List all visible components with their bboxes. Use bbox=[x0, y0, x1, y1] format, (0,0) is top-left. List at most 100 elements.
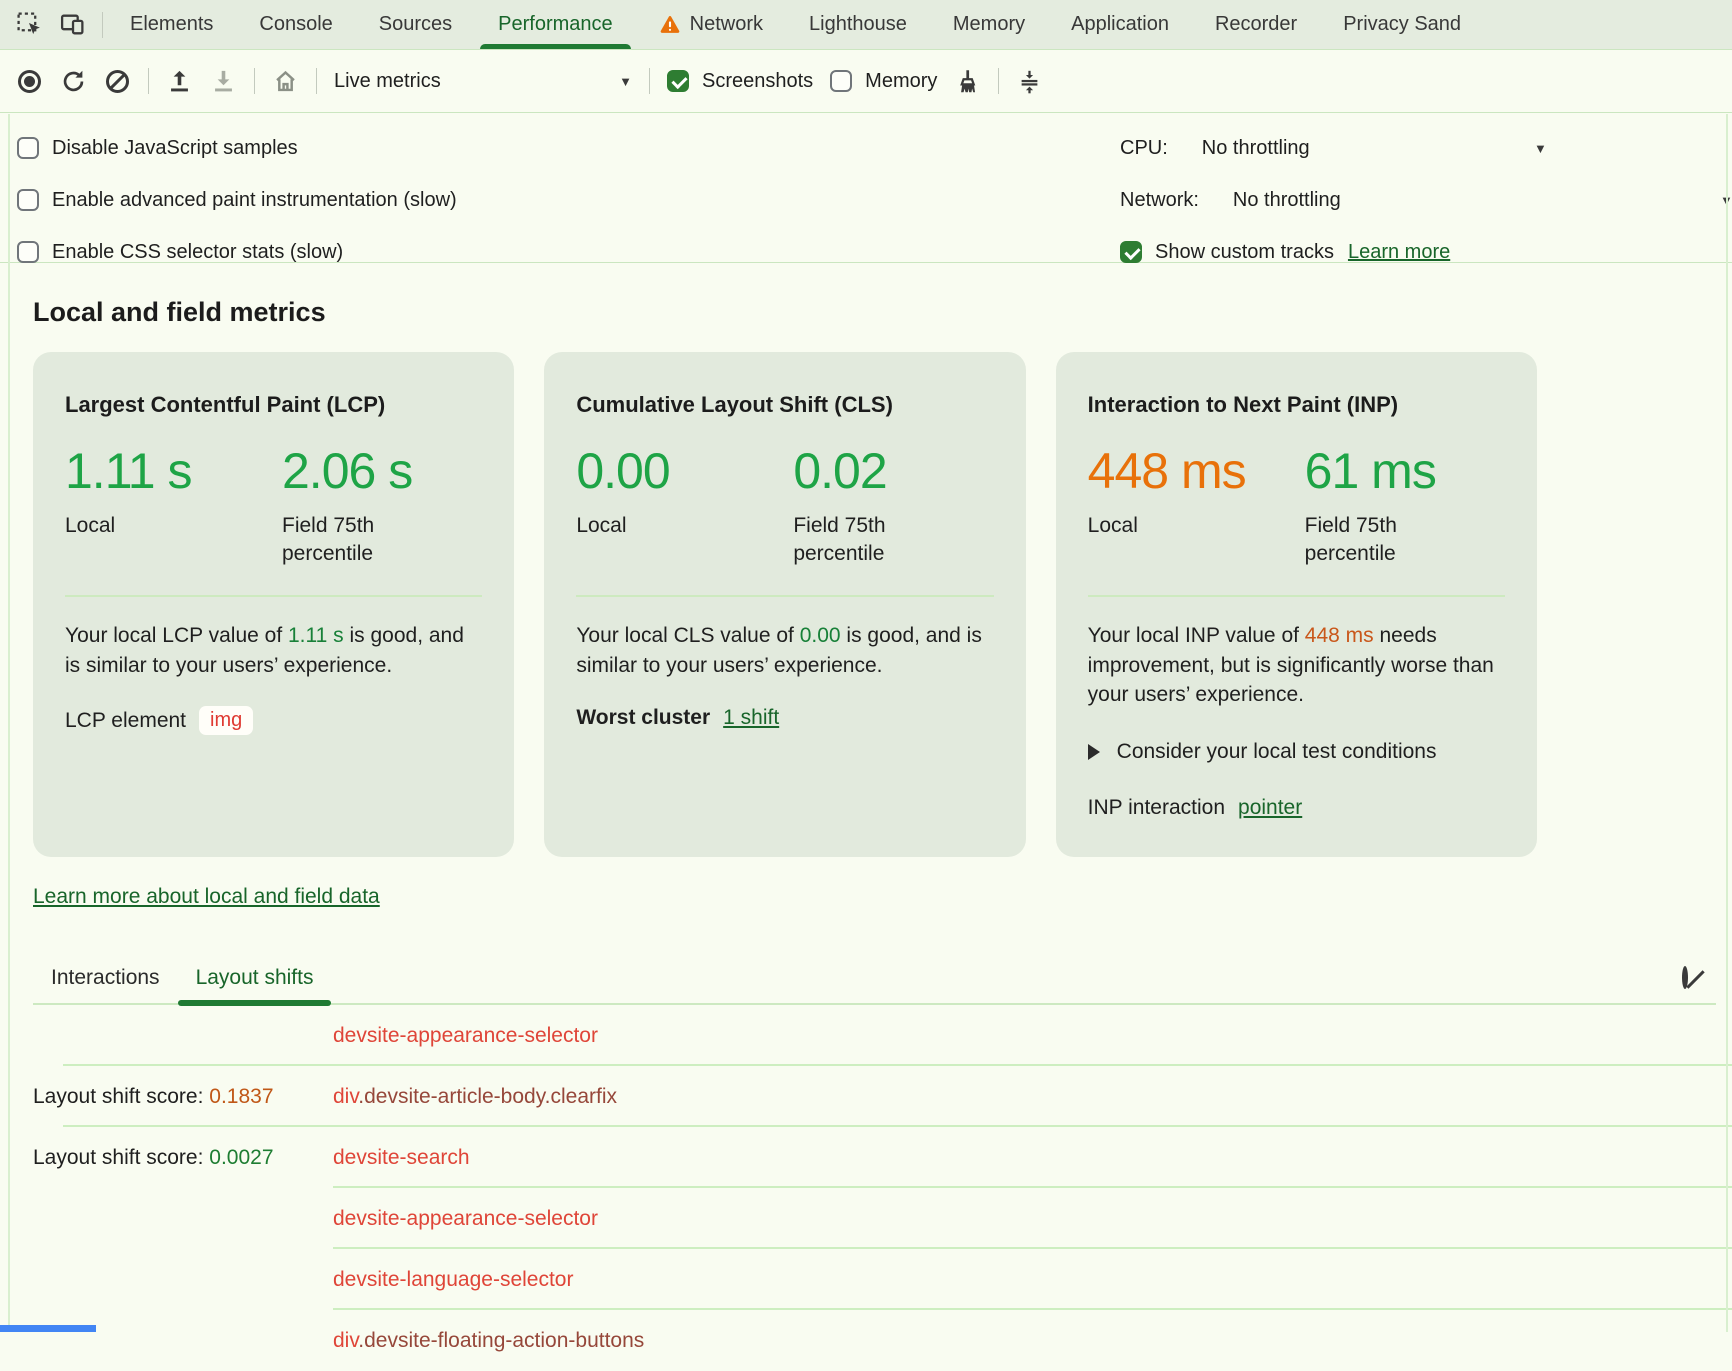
custom-tracks-checkbox[interactable] bbox=[1120, 241, 1142, 263]
shift-node-link[interactable]: div.devsite-article-body.clearfix bbox=[333, 1085, 617, 1109]
toolbar-separator bbox=[102, 11, 103, 38]
disable-js-samples-checkbox[interactable] bbox=[17, 137, 39, 159]
inp-card-title: Interaction to Next Paint (INP) bbox=[1087, 392, 1399, 417]
clear-log-button[interactable] bbox=[1682, 966, 1688, 989]
inp-desc-post: needs improvement, but is significantly … bbox=[1087, 623, 1494, 707]
tab-recorder[interactable]: Recorder bbox=[1192, 0, 1320, 49]
inp-description: Your local INP value of 448 ms needs imp… bbox=[1088, 621, 1505, 710]
tab-label: Recorder bbox=[1214, 13, 1298, 35]
tab-label: Memory bbox=[952, 13, 1026, 35]
tab-label: Sources bbox=[378, 13, 453, 35]
custom-tracks-checkbox-row[interactable]: Show custom tracks bbox=[1120, 241, 1334, 264]
divider bbox=[1087, 594, 1505, 597]
metric-card-cls: Cumulative Layout Shift (CLS) 0.00 Local… bbox=[544, 352, 1026, 857]
screenshots-checkbox[interactable] bbox=[667, 70, 689, 92]
capture-settings: Disable JavaScript samples Enable advanc… bbox=[0, 113, 1732, 263]
cls-values: 0.00 Local 0.02 Field 75th percentile bbox=[576, 442, 993, 569]
shift-node-link[interactable]: div.devsite-floating-action-buttons bbox=[333, 1329, 644, 1353]
tab-label: Elements bbox=[130, 13, 214, 35]
tab-layout-shifts[interactable]: Layout shifts bbox=[177, 953, 332, 1006]
css-selector-stats-checkbox[interactable] bbox=[17, 241, 39, 263]
download-profile-button[interactable] bbox=[210, 68, 237, 95]
inp-local-conditions-expander[interactable]: Consider your local test conditions bbox=[1087, 740, 1505, 764]
tab-lighthouse[interactable]: Lighthouse bbox=[786, 0, 930, 49]
network-throttling-select[interactable]: Network: No throttling ▼ bbox=[1120, 178, 1732, 222]
record-button[interactable] bbox=[16, 68, 43, 95]
screenshots-checkbox-row[interactable]: Screenshots bbox=[667, 70, 813, 93]
tab-console[interactable]: Console bbox=[236, 0, 355, 49]
shift-node-link[interactable]: devsite-search bbox=[333, 1146, 470, 1170]
home-button[interactable] bbox=[272, 68, 299, 95]
clear-button[interactable] bbox=[104, 68, 131, 95]
inp-desc-pre: Your local INP value of bbox=[1087, 623, 1305, 647]
cls-field-label: Field 75th percentile bbox=[793, 514, 886, 566]
devtools-tabbar: Elements Console Sources Performance Net… bbox=[0, 0, 1732, 50]
shift-node-link[interactable]: devsite-appearance-selector bbox=[333, 1024, 598, 1048]
shift-node-link[interactable]: devsite-appearance-selector bbox=[333, 1207, 598, 1231]
lcp-desc-pre: Your local LCP value of bbox=[65, 623, 288, 647]
inp-local-conditions-label: Consider your local test conditions bbox=[1116, 740, 1437, 764]
css-selector-stats-row[interactable]: Enable CSS selector stats (slow) bbox=[17, 230, 457, 274]
shift-node-link[interactable]: devsite-language-selector bbox=[333, 1268, 573, 1292]
lcp-element-node-link[interactable]: img bbox=[199, 706, 254, 736]
tab-memory[interactable]: Memory bbox=[930, 0, 1048, 49]
collapse-panel-icon[interactable] bbox=[1016, 68, 1043, 95]
layout-shift-row: div.devsite-floating-action-buttons bbox=[33, 1310, 1732, 1371]
node-tag: div bbox=[333, 1084, 359, 1108]
cls-local-label: Local bbox=[576, 514, 627, 537]
inp-local-value: 448 ms bbox=[1087, 443, 1247, 499]
cls-worst-cluster-row: Worst cluster 1 shift bbox=[576, 706, 993, 730]
lcp-element-label: LCP element bbox=[65, 708, 187, 732]
garbage-collect-icon[interactable] bbox=[954, 68, 981, 95]
learn-more-local-field-link[interactable]: Learn more about local and field data bbox=[33, 885, 380, 908]
cls-desc-post: is good, and is similar to your users’ e… bbox=[576, 623, 982, 677]
tab-performance[interactable]: Performance bbox=[475, 0, 636, 49]
inp-interaction-row: INP interaction pointer bbox=[1088, 796, 1505, 820]
tab-application[interactable]: Application bbox=[1048, 0, 1192, 49]
advanced-paint-checkbox[interactable] bbox=[17, 189, 39, 211]
bottom-scrollbar[interactable] bbox=[0, 1325, 96, 1332]
tab-sources[interactable]: Sources bbox=[356, 0, 475, 49]
upload-profile-button[interactable] bbox=[166, 68, 193, 95]
node-tag: devsite-language-selector bbox=[333, 1267, 574, 1291]
lcp-field-block: 2.06 s Field 75th percentile bbox=[282, 442, 427, 569]
tab-elements[interactable]: Elements bbox=[107, 0, 236, 49]
history-dropdown[interactable]: Live metrics ▼ bbox=[334, 70, 632, 93]
disable-js-samples-row[interactable]: Disable JavaScript samples bbox=[17, 126, 457, 170]
inspect-element-icon[interactable] bbox=[16, 11, 43, 38]
memory-checkbox[interactable] bbox=[830, 70, 853, 92]
tab-label: Performance bbox=[498, 13, 613, 35]
cls-desc-pre: Your local CLS value of bbox=[576, 623, 800, 647]
inp-interaction-link[interactable]: pointer bbox=[1238, 796, 1303, 820]
cls-card-title: Cumulative Layout Shift (CLS) bbox=[576, 392, 893, 417]
tab-label: Lighthouse bbox=[809, 13, 907, 35]
score-value: 0.1837 bbox=[209, 1084, 274, 1108]
learn-more-row: Learn more about local and field data bbox=[33, 885, 1732, 909]
toolbar-separator bbox=[649, 68, 650, 94]
divider bbox=[65, 594, 483, 597]
node-classes: .devsite-article-body.clearfix bbox=[358, 1084, 618, 1108]
memory-checkbox-row[interactable]: Memory bbox=[830, 70, 937, 93]
network-label: Network: bbox=[1120, 188, 1199, 211]
tab-interactions[interactable]: Interactions bbox=[33, 953, 178, 1003]
reload-and-record-button[interactable] bbox=[60, 68, 87, 95]
layout-shift-row: devsite-appearance-selector bbox=[33, 1005, 1732, 1066]
custom-tracks-learn-more-link[interactable]: Learn more bbox=[1347, 240, 1451, 263]
cls-field-value: 0.02 bbox=[793, 443, 887, 499]
cls-local-value: 0.00 bbox=[576, 443, 670, 499]
layout-shift-row: Layout shift score: 0.0027 devsite-searc… bbox=[33, 1127, 1732, 1188]
panel-right-border bbox=[1726, 114, 1728, 1332]
advanced-paint-row[interactable]: Enable advanced paint instrumentation (s… bbox=[17, 178, 457, 222]
inp-field-block: 61 ms Field 75th percentile bbox=[1305, 442, 1450, 569]
cls-worst-cluster-link[interactable]: 1 shift bbox=[723, 706, 780, 730]
tab-privacy-sandbox[interactable]: Privacy Sand bbox=[1320, 0, 1484, 49]
lcp-local-block: 1.11 s Local bbox=[65, 442, 282, 569]
inp-values: 448 ms Local 61 ms Field 75th percentile bbox=[1088, 442, 1505, 569]
inp-field-label: Field 75th percentile bbox=[1304, 514, 1397, 566]
tab-label: Interactions bbox=[51, 966, 160, 989]
inp-interaction-label: INP interaction bbox=[1087, 796, 1226, 820]
cpu-throttling-select[interactable]: CPU: No throttling ▼ bbox=[1120, 126, 1732, 170]
tab-network[interactable]: Network bbox=[636, 0, 786, 49]
device-toolbar-icon[interactable] bbox=[59, 11, 86, 38]
panel-left-border bbox=[8, 114, 10, 1332]
